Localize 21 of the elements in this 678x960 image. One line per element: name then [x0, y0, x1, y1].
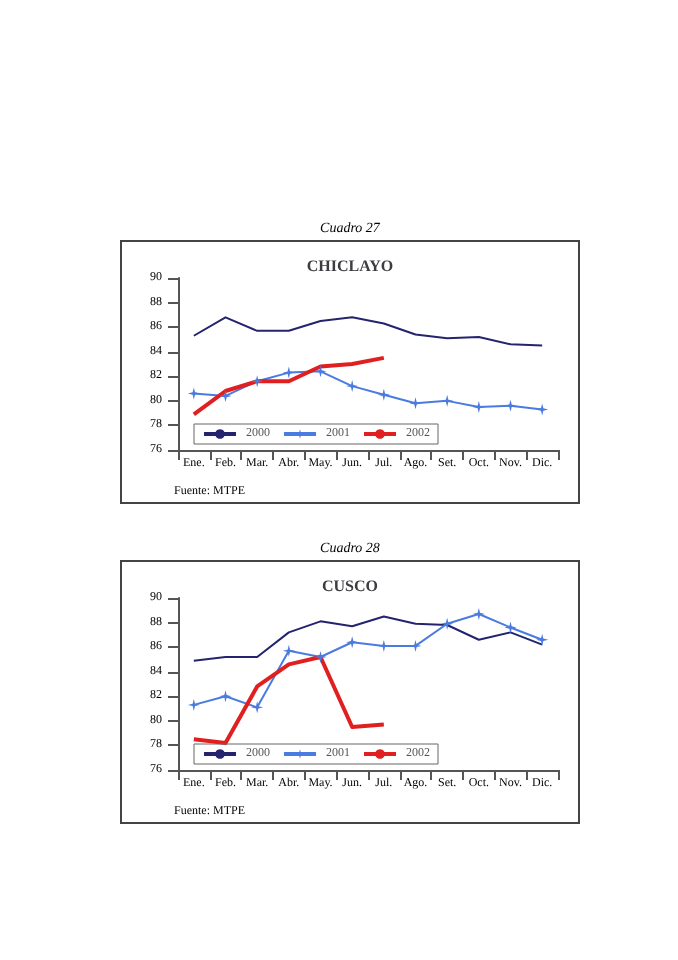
point: [219, 690, 232, 703]
point: [409, 397, 422, 410]
point: [346, 380, 359, 393]
line-series: [191, 654, 386, 745]
line-series: [192, 316, 544, 347]
point: [377, 388, 390, 401]
point: [536, 633, 549, 646]
point: [251, 375, 264, 388]
point: [219, 389, 232, 402]
point: [282, 644, 295, 657]
point: [441, 617, 454, 630]
chart-title: CHICLAYO: [306, 257, 394, 275]
point: [251, 701, 264, 714]
point: [472, 401, 485, 413]
chart-title: CUSCO: [321, 577, 379, 595]
point: [472, 607, 485, 620]
line-series: [191, 355, 386, 417]
point: [441, 394, 454, 407]
point: [504, 621, 517, 634]
point: [314, 650, 327, 663]
point: [187, 698, 200, 711]
